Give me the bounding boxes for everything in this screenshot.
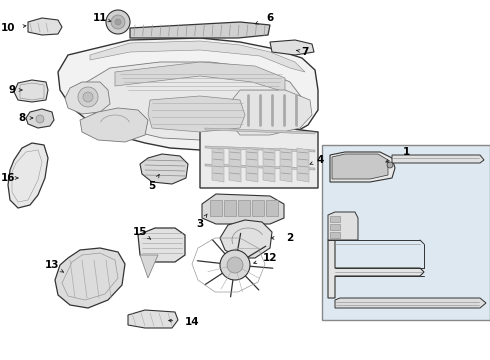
Text: 2: 2	[286, 233, 294, 243]
Text: 4: 4	[317, 155, 324, 165]
Polygon shape	[392, 155, 484, 163]
Polygon shape	[130, 22, 270, 38]
Text: 13: 13	[45, 260, 59, 270]
Bar	[252, 200, 264, 216]
Bar	[224, 200, 236, 216]
Polygon shape	[55, 248, 125, 308]
Polygon shape	[205, 164, 315, 170]
Circle shape	[227, 257, 243, 273]
Polygon shape	[330, 152, 395, 182]
Polygon shape	[220, 220, 272, 258]
Bar	[330, 216, 340, 222]
Text: 12: 12	[263, 253, 277, 263]
Bar	[322, 145, 490, 320]
Polygon shape	[8, 143, 48, 208]
Circle shape	[387, 162, 393, 168]
Polygon shape	[270, 40, 314, 55]
Text: 15: 15	[133, 227, 147, 237]
Polygon shape	[140, 154, 188, 184]
Polygon shape	[90, 41, 305, 72]
Polygon shape	[58, 38, 318, 150]
Polygon shape	[28, 18, 62, 35]
Polygon shape	[140, 255, 158, 278]
Polygon shape	[76, 62, 302, 140]
Bar	[210, 200, 222, 216]
Polygon shape	[328, 212, 358, 240]
Polygon shape	[65, 82, 110, 114]
Text: 14: 14	[185, 317, 199, 327]
Polygon shape	[26, 109, 54, 128]
Text: 11: 11	[93, 13, 107, 23]
Polygon shape	[229, 148, 241, 182]
Circle shape	[83, 92, 93, 102]
Polygon shape	[335, 298, 486, 308]
Bar	[238, 200, 250, 216]
Polygon shape	[328, 240, 424, 298]
Polygon shape	[263, 148, 275, 182]
Circle shape	[78, 87, 98, 107]
Text: 16: 16	[1, 173, 15, 183]
Text: 8: 8	[19, 113, 25, 123]
Polygon shape	[332, 154, 388, 179]
Polygon shape	[115, 62, 285, 92]
Polygon shape	[205, 146, 315, 152]
Polygon shape	[205, 128, 315, 134]
Polygon shape	[280, 148, 292, 182]
Polygon shape	[14, 80, 48, 102]
Polygon shape	[297, 148, 309, 182]
Text: 10: 10	[1, 23, 15, 33]
Text: 6: 6	[267, 13, 273, 23]
Circle shape	[220, 250, 250, 280]
Bar	[330, 224, 340, 230]
Text: 9: 9	[8, 85, 16, 95]
Bar	[330, 232, 340, 238]
Polygon shape	[138, 228, 185, 262]
Text: 5: 5	[148, 181, 156, 191]
Circle shape	[36, 115, 44, 123]
Circle shape	[106, 10, 130, 34]
Text: 3: 3	[196, 219, 204, 229]
Polygon shape	[128, 310, 178, 328]
Polygon shape	[212, 148, 224, 182]
Text: 7: 7	[301, 47, 309, 57]
Polygon shape	[200, 118, 318, 188]
Polygon shape	[80, 108, 148, 142]
Bar	[266, 200, 278, 216]
Circle shape	[115, 19, 121, 25]
Polygon shape	[202, 194, 284, 224]
Polygon shape	[232, 90, 312, 135]
Circle shape	[111, 15, 125, 29]
Text: 1: 1	[402, 147, 410, 157]
Polygon shape	[148, 96, 245, 132]
Polygon shape	[246, 148, 258, 182]
